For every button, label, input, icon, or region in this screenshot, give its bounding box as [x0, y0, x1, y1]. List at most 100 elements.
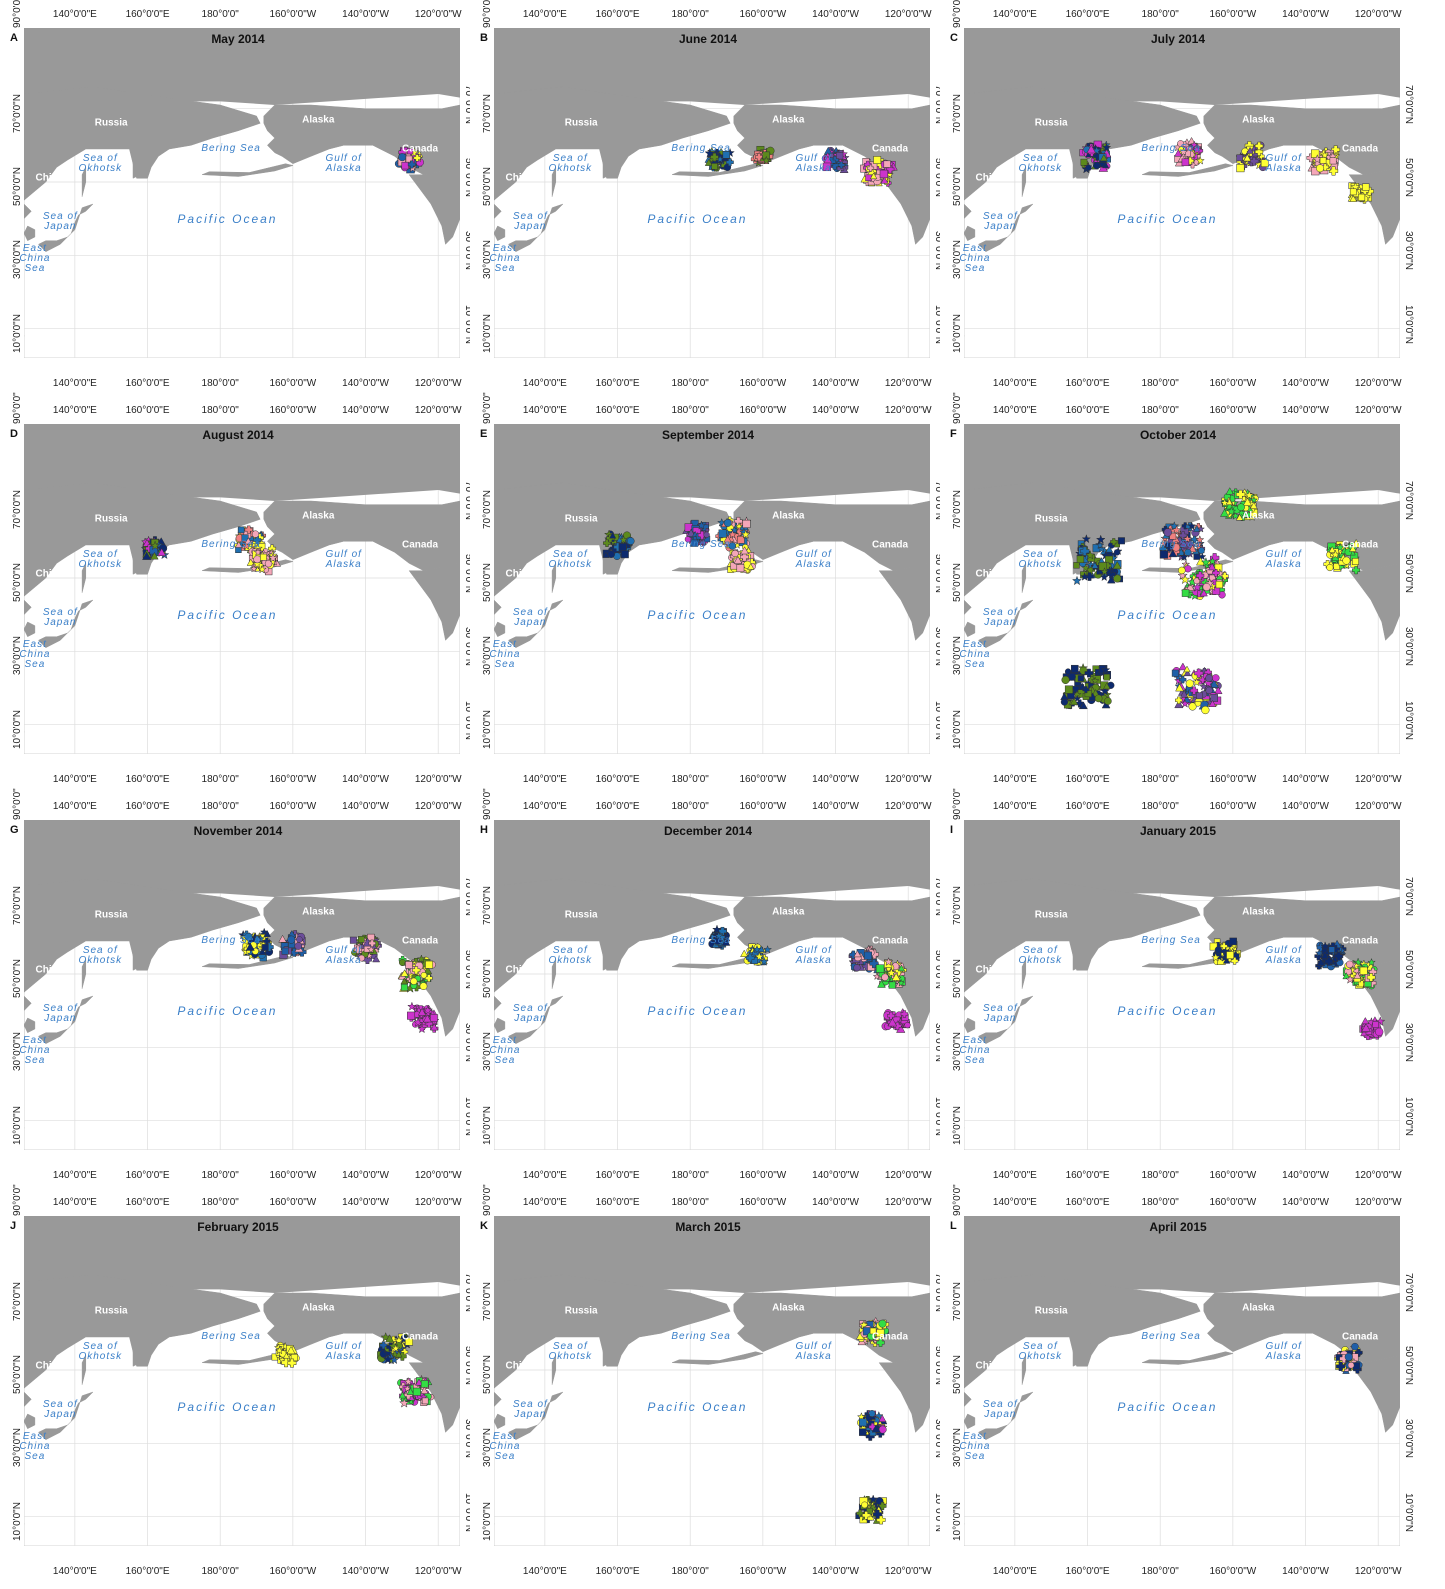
place-label-okhotsk: Sea of Okhotsk — [1018, 944, 1063, 966]
north-pole-latitude-label: 90°0'0" — [12, 1184, 23, 1216]
north-pole-latitude-label: 90°0'0" — [482, 392, 493, 424]
place-label-china: China — [35, 568, 64, 580]
longitude-tick-bottom: 180°0'0" — [201, 774, 239, 785]
land-aleutians — [671, 559, 764, 573]
place-label-eastchina: East China Sea — [959, 1035, 991, 1066]
tag-location-marker — [853, 964, 861, 972]
place-label-canada: Canada — [871, 1331, 909, 1343]
longitude-tick-bottom: 120°0'0"W — [884, 774, 932, 785]
tag-location-marker — [704, 147, 715, 158]
map-panel-e: E September 2014 90°0'0" 140°0'0"E 140°0'0"E… — [470, 392, 948, 792]
place-label-china: China — [975, 568, 1004, 580]
tag-location-marker — [837, 161, 845, 169]
tag-location-marker — [1183, 665, 1191, 673]
longitude-tick-bottom: 160°0'0"W — [739, 774, 787, 785]
tag-location-marker — [1060, 692, 1069, 700]
place-label-okhotsk: Sea of Okhotsk — [548, 944, 593, 966]
longitude-tick-top: 140°0'0"E — [992, 1197, 1037, 1208]
place-label-alaska: Alaska — [1242, 1302, 1275, 1314]
tag-location-marker — [1349, 544, 1357, 552]
panel-letter: E — [480, 428, 488, 440]
longitude-tick-bottom: 180°0'0" — [671, 774, 709, 785]
tag-location-marker — [1169, 521, 1180, 531]
place-label-canada: Canada — [401, 143, 439, 155]
latitude-tick-left: 10°0'0"N — [952, 1501, 963, 1541]
tag-location-marker — [253, 535, 262, 545]
map-panel-l: L April 2015 90°0'0" 140°0'0"E 140°0'0"E 160°… — [940, 1184, 1418, 1584]
longitude-tick-bottom: 120°0'0"W — [1354, 774, 1402, 785]
tag-location-marker — [1171, 669, 1179, 677]
tag-location-marker — [1080, 158, 1088, 166]
latitude-tick-right: 70°0'0"N — [1403, 876, 1414, 916]
latitude-tick-left: 70°0'0"N — [482, 1281, 493, 1321]
place-label-pacific: Pacific Ocean — [1117, 1399, 1218, 1414]
place-label-canada: Canada — [1341, 539, 1379, 551]
longitude-tick-bottom: 160°0'0"E — [1065, 378, 1110, 389]
tag-location-marker — [1095, 534, 1106, 544]
longitude-tick-top: 160°0'0"W — [1209, 1197, 1257, 1208]
tag-location-marker — [1220, 498, 1230, 507]
longitude-tick-top: 120°0'0"W — [1354, 801, 1402, 812]
latitude-tick-right: 70°0'0"N — [1403, 480, 1414, 520]
tag-location-marker — [755, 153, 764, 162]
longitude-tick-top: 160°0'0"E — [125, 801, 170, 812]
place-label-gulf: Gulf of Alaska — [325, 548, 362, 570]
longitude-tick-bottom: 140°0'0"E — [992, 1170, 1037, 1181]
longitude-tick-bottom: 160°0'0"E — [125, 1170, 170, 1181]
panel-letter: D — [10, 428, 18, 440]
tag-location-marker — [1347, 1361, 1355, 1369]
place-label-bering: Bering Sea — [201, 935, 261, 946]
longitude-tick-top: 140°0'0"W — [1282, 405, 1329, 416]
tag-location-marker — [413, 154, 421, 162]
tag-location-marker — [1244, 490, 1255, 500]
tag-location-marker — [1076, 555, 1085, 564]
tag-location-marker — [267, 552, 279, 563]
tag-location-marker — [420, 1380, 429, 1388]
tag-location-marker — [1195, 155, 1205, 165]
tag-location-marker — [244, 537, 253, 545]
tag-location-marker — [1179, 539, 1188, 548]
tag-location-marker — [142, 551, 152, 560]
longitude-tick-bottom: 120°0'0"W — [884, 378, 932, 389]
place-label-eastchina: East China Sea — [959, 1431, 991, 1462]
tag-location-marker — [711, 163, 718, 170]
land-northam — [408, 105, 461, 245]
place-label-china: China — [35, 172, 64, 184]
longitude-tick-bottom: 120°0'0"W — [1354, 1566, 1402, 1577]
place-label-china: China — [975, 172, 1004, 184]
latitude-tick-left: 70°0'0"N — [952, 93, 963, 133]
map-canvas — [0, 792, 478, 1188]
longitude-tick-bottom: 140°0'0"E — [992, 774, 1037, 785]
place-label-bering: Bering Sea — [671, 539, 731, 550]
place-label-okhotsk: Sea of Okhotsk — [78, 1340, 123, 1362]
tag-location-marker — [253, 555, 262, 564]
tag-location-marker — [1362, 183, 1370, 191]
tag-location-marker — [1169, 532, 1177, 540]
place-label-russia: Russia — [94, 117, 128, 129]
latitude-tick-left: 10°0'0"N — [952, 709, 963, 749]
tag-location-marker — [722, 151, 731, 159]
latitude-tick-left: 10°0'0"N — [482, 1105, 493, 1145]
place-label-okhotsk: Sea of Okhotsk — [1018, 548, 1063, 570]
longitude-tick-top: 160°0'0"E — [125, 1197, 170, 1208]
tag-location-marker — [878, 1319, 887, 1328]
latitude-tick-right: 30°0'0"N — [1403, 1419, 1414, 1459]
longitude-tick-top: 140°0'0"E — [52, 801, 97, 812]
tag-location-marker — [725, 158, 734, 167]
tag-location-marker — [425, 960, 434, 969]
longitude-tick-bottom: 140°0'0"E — [992, 378, 1037, 389]
tag-location-marker — [1225, 487, 1234, 495]
place-label-pacific: Pacific Ocean — [177, 211, 278, 226]
place-label-pacific: Pacific Ocean — [647, 1003, 748, 1018]
longitude-tick-bottom: 140°0'0"E — [522, 1566, 567, 1577]
latitude-tick-left: 70°0'0"N — [482, 489, 493, 529]
map-canvas — [0, 396, 478, 792]
tag-location-marker — [1359, 966, 1368, 975]
longitude-tick-top: 160°0'0"W — [269, 801, 317, 812]
land-aleutians — [201, 955, 294, 969]
tag-location-marker — [1326, 564, 1334, 572]
place-label-canada: Canada — [401, 935, 439, 947]
latitude-tick-left: 50°0'0"N — [12, 959, 23, 998]
place-label-pacific: Pacific Ocean — [647, 211, 748, 226]
map-panel-j: J February 2015 90°0'0" 140°0'0"E 140°0'0"E 1… — [0, 1184, 478, 1584]
